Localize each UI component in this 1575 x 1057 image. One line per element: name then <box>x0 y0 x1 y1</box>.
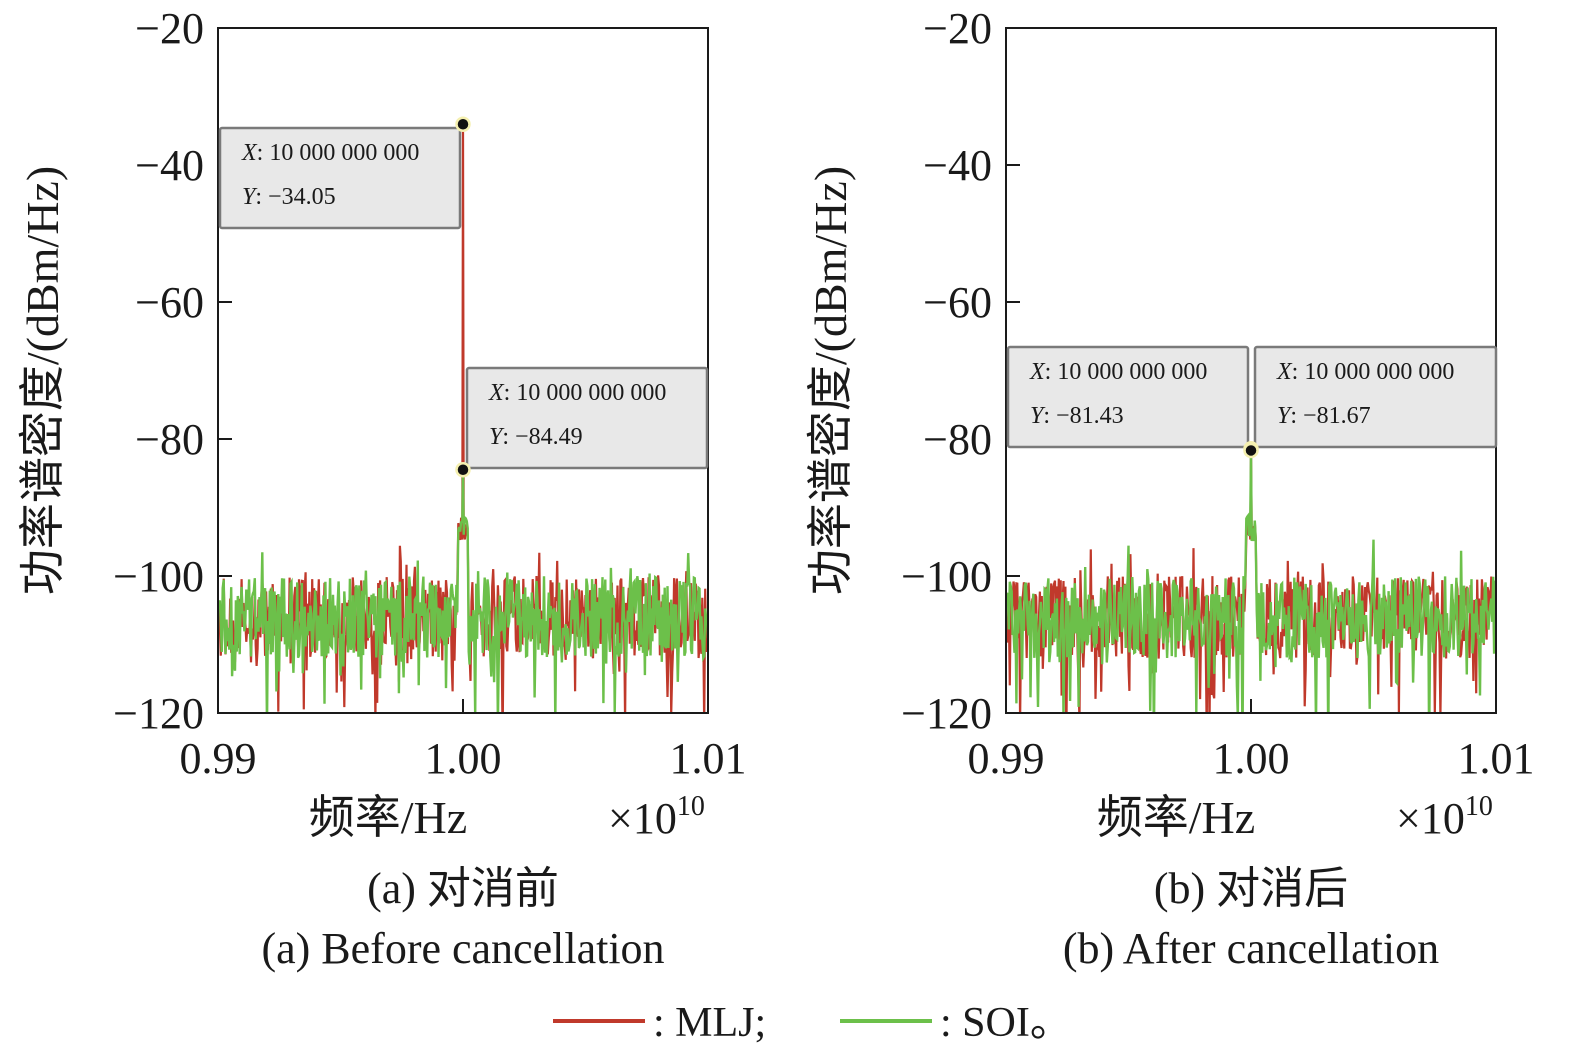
datatip-x-key: X <box>1029 359 1046 385</box>
datatip-y-line: Y: −81.43 <box>1030 403 1124 429</box>
x-tick-label: 0.99 <box>180 734 257 783</box>
panel-a-x-exponent-power: 10 <box>677 791 705 822</box>
y-tick-label: −40 <box>923 141 992 190</box>
y-tick-label: −80 <box>923 415 992 464</box>
x-tick-label: 0.99 <box>968 734 1045 783</box>
legend: : MLJ; : SOI。 <box>553 1000 1072 1046</box>
datatip-box <box>1006 345 1250 449</box>
panel-b-ticks: −120 −100 −80 −60 −40 −20 0.99 1.00 1.01 <box>901 4 1534 783</box>
y-tick-label: −120 <box>901 689 992 738</box>
datatip-y-key: Y <box>489 424 505 450</box>
y-tick-label: −100 <box>901 552 992 601</box>
datatip-y-line: Y: −34.05 <box>242 184 336 210</box>
datatip-marker <box>1243 442 1259 459</box>
y-tick-label: −100 <box>113 552 204 601</box>
datatip-y-line: Y: −81.67 <box>1277 403 1371 429</box>
y-tick-label: −20 <box>135 4 204 53</box>
datatip-x-key: X <box>241 140 258 166</box>
datatip-x-line: X: 10 000 000 000 <box>1276 359 1454 385</box>
datatip-x-value: : 10 000 000 000 <box>1045 359 1208 385</box>
datatip-y-value: : −81.43 <box>1043 403 1123 429</box>
datatip-y-key: Y <box>1030 403 1046 429</box>
panel-b-caption-en: (b) After cancellation <box>1063 924 1439 973</box>
datatip-x-line: X: 10 000 000 000 <box>241 140 419 166</box>
panel-a-ticks: −120 −100 −80 −60 −40 −20 0.99 1.00 1.01 <box>113 4 746 783</box>
datatip-y-value: : −84.49 <box>502 424 582 450</box>
series-soi-line <box>218 469 708 713</box>
datatip-box <box>465 366 709 470</box>
legend-label-soi: : SOI。 <box>940 1000 1072 1046</box>
y-tick-label: −40 <box>135 141 204 190</box>
panel-b-caption-zh: (b) 对消后 <box>1154 864 1348 913</box>
datatip-x-key: X <box>488 380 505 406</box>
datatip-y-value: : −34.05 <box>255 184 335 210</box>
panel-a-caption-en: (a) Before cancellation <box>261 924 664 973</box>
panel-a-y-axis-label: 功率谱密度/(dBm/Hz) <box>17 166 68 595</box>
datatip-box <box>218 126 462 230</box>
datatip-x-line: X: 10 000 000 000 <box>488 380 666 406</box>
y-tick-label: −60 <box>923 278 992 327</box>
panel-b: −120−100−80−60−40−200.99 1.00 1.01 X: 10 0… <box>805 4 1535 973</box>
datatip-y-key: Y <box>1277 403 1293 429</box>
y-tick-label: −20 <box>923 4 992 53</box>
panel-a-x-exponent: ×1010 <box>608 791 705 843</box>
y-tick-label: −120 <box>113 689 204 738</box>
x-tick-label: 1.01 <box>1458 734 1535 783</box>
panel-a-x-axis-label: 频率/Hz <box>309 792 467 843</box>
panel-a-x-exponent-base: ×10 <box>608 794 677 843</box>
datatip-x-value: : 10 000 000 000 <box>1292 359 1455 385</box>
datatip-marker <box>455 116 471 132</box>
datatip-x-value: : 10 000 000 000 <box>504 380 667 406</box>
datatip-x-key: X <box>1276 359 1293 385</box>
datatip-y-key: Y <box>242 184 258 210</box>
datatip-marker <box>455 462 471 478</box>
datatip-x-line: X: 10 000 000 000 <box>1029 359 1207 385</box>
panel-b-y-axis-label: 功率谱密度/(dBm/Hz) <box>805 166 856 595</box>
datatip-box <box>1253 345 1498 449</box>
panel-b-x-exponent: ×1010 <box>1396 791 1493 843</box>
panel-a: −120−100−80−60−40−200.99 1.00 1.01 X: 10 0… <box>17 4 747 973</box>
panel-b-x-exponent-base: ×10 <box>1396 794 1465 843</box>
panel-a-caption-zh: (a) 对消前 <box>367 864 559 913</box>
panel-b-x-exponent-power: 10 <box>1465 791 1493 822</box>
x-tick-label: 1.00 <box>1213 734 1290 783</box>
y-tick-label: −80 <box>135 415 204 464</box>
y-tick-label: −60 <box>135 278 204 327</box>
legend-label-mlj: : MLJ; <box>653 1000 766 1046</box>
datatip-x-value: : 10 000 000 000 <box>257 140 420 166</box>
x-tick-label: 1.01 <box>670 734 747 783</box>
datatip-y-value: : −81.67 <box>1290 403 1370 429</box>
x-tick-label: 1.00 <box>425 734 502 783</box>
panel-b-x-axis-label: 频率/Hz <box>1097 792 1255 843</box>
datatip-y-line: Y: −84.49 <box>489 424 583 450</box>
